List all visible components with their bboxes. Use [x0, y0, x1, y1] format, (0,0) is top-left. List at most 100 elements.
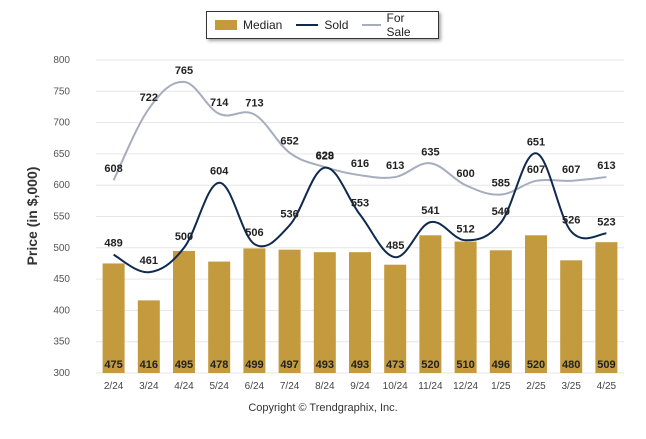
data-label-for-sale: 607 — [527, 164, 545, 176]
data-label-sold: 553 — [351, 198, 369, 210]
y-tick-label: 650 — [53, 149, 70, 160]
data-label-median: 520 — [421, 359, 439, 371]
data-label-sold: 489 — [104, 238, 122, 250]
data-label-sold: 628 — [316, 151, 334, 163]
data-label-median: 493 — [316, 359, 334, 371]
legend-swatch-for-sale — [362, 24, 381, 26]
data-label-sold: 500 — [175, 231, 193, 243]
data-label-median: 509 — [597, 359, 615, 371]
x-tick-label: 9/24 — [350, 381, 370, 392]
bar-median — [102, 263, 125, 373]
data-label-sold: 523 — [597, 216, 615, 228]
legend: Median Sold For Sale — [206, 11, 439, 39]
x-tick-label: 6/24 — [245, 381, 265, 392]
data-label-for-sale: 713 — [245, 97, 263, 109]
data-label-median: 416 — [140, 359, 158, 371]
x-tick-label: 11/24 — [418, 381, 443, 392]
bar-median — [243, 248, 266, 373]
data-label-for-sale: 635 — [421, 146, 439, 158]
bar-median — [560, 260, 583, 373]
data-label-for-sale: 585 — [492, 178, 510, 190]
data-label-for-sale: 722 — [140, 92, 158, 104]
data-label-sold: 540 — [492, 206, 510, 218]
data-label-for-sale: 629 — [316, 150, 334, 162]
data-label-sold: 512 — [456, 223, 474, 235]
data-label-median: 495 — [175, 359, 193, 371]
bar-median — [208, 261, 231, 373]
data-label-sold: 461 — [140, 255, 158, 267]
copyright-text: Copyright © Trendgraphix, Inc. — [248, 402, 398, 414]
x-tick-label: 2/24 — [104, 381, 124, 392]
x-tick-label: 3/25 — [561, 381, 581, 392]
y-tick-label: 750 — [53, 86, 70, 97]
data-label-sold: 485 — [386, 240, 404, 252]
legend-label-sold: Sold — [324, 18, 349, 32]
data-label-median: 520 — [527, 359, 545, 371]
legend-swatch-median — [215, 20, 237, 30]
data-label-median: 496 — [492, 359, 510, 371]
data-label-for-sale: 765 — [175, 65, 193, 77]
data-label-median: 475 — [104, 359, 122, 371]
data-label-median: 480 — [562, 359, 580, 371]
x-tick-label: 2/25 — [526, 381, 546, 392]
data-label-sold: 506 — [245, 227, 263, 239]
bar-median — [595, 242, 618, 373]
legend-label-for-sale: For Sale — [386, 11, 411, 39]
bar-median — [454, 241, 477, 373]
data-label-median: 473 — [386, 359, 404, 371]
bar-median — [525, 235, 547, 373]
data-label-sold: 651 — [527, 136, 545, 148]
y-tick-label: 550 — [53, 212, 70, 223]
data-label-for-sale: 714 — [210, 97, 229, 109]
data-label-for-sale: 616 — [351, 158, 369, 170]
data-label-for-sale: 613 — [597, 160, 615, 172]
legend-item-median: Median — [215, 18, 282, 32]
data-label-for-sale: 608 — [104, 163, 122, 175]
bar-median — [278, 249, 301, 373]
y-tick-label: 450 — [53, 274, 70, 285]
x-tick-label: 8/24 — [315, 381, 335, 392]
y-tick-label: 400 — [53, 305, 70, 316]
legend-label-median: Median — [243, 18, 283, 32]
data-label-median: 499 — [245, 359, 263, 371]
x-tick-label: 7/24 — [280, 381, 300, 392]
data-label-sold: 541 — [421, 205, 439, 217]
data-label-for-sale: 652 — [280, 136, 298, 148]
line-sold — [113, 152, 607, 274]
y-axis-label: Price (in $,000) — [24, 166, 40, 266]
x-tick-label: 4/25 — [597, 381, 617, 392]
data-label-median: 478 — [210, 359, 228, 371]
data-label-median: 493 — [351, 359, 369, 371]
x-tick-label: 5/24 — [209, 381, 229, 392]
legend-item-sold: Sold — [296, 18, 348, 32]
x-tick-label: 12/24 — [453, 381, 478, 392]
x-tick-label: 1/25 — [491, 381, 511, 392]
y-tick-label: 300 — [53, 368, 70, 379]
y-tick-label: 700 — [53, 118, 70, 129]
bar-median — [313, 252, 336, 373]
x-tick-label: 3/24 — [139, 381, 159, 392]
y-tick-label: 350 — [53, 337, 70, 348]
bar-median — [173, 250, 195, 373]
y-tick-label: 500 — [53, 243, 70, 254]
data-label-median: 497 — [280, 359, 298, 371]
x-tick-label: 4/24 — [174, 381, 194, 392]
legend-swatch-sold — [296, 24, 319, 26]
bar-median — [349, 252, 371, 373]
data-label-sold: 526 — [562, 215, 580, 227]
bar-median — [489, 250, 512, 373]
data-label-sold: 604 — [210, 166, 229, 178]
data-label-for-sale: 600 — [456, 168, 474, 180]
y-tick-label: 800 — [53, 55, 70, 66]
data-label-median: 510 — [456, 359, 474, 371]
bar-median — [137, 300, 160, 373]
data-label-for-sale: 613 — [386, 160, 404, 172]
data-label-sold: 536 — [280, 208, 298, 220]
bar-median — [384, 264, 407, 373]
line-for-sale — [112, 80, 607, 196]
bar-median — [419, 235, 442, 373]
legend-item-for-sale: For Sale — [362, 11, 424, 39]
x-tick-label: 10/24 — [383, 381, 408, 392]
